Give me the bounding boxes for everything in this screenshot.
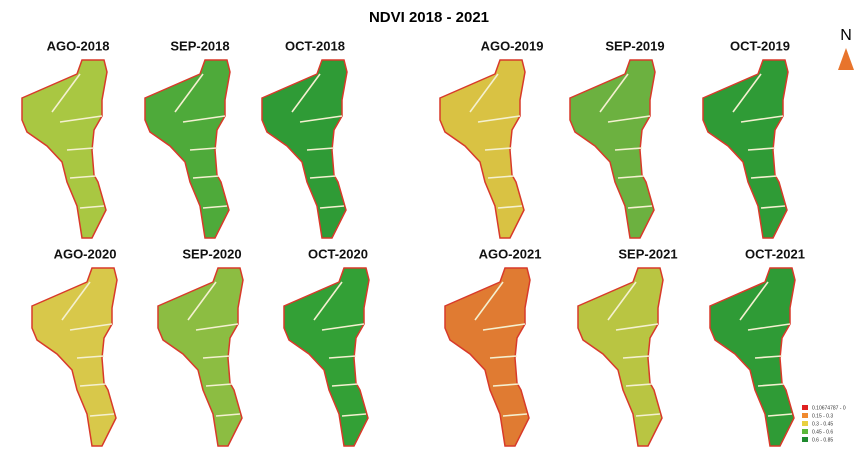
field-map: [570, 60, 655, 238]
field-map: [578, 268, 663, 446]
field-map: [262, 60, 347, 238]
panel-label: SEP-2021: [618, 246, 677, 261]
legend-swatch: [802, 405, 808, 410]
legend-label: 0.3 - 0.45: [812, 421, 833, 427]
title: NDVI 2018 - 2021: [369, 9, 489, 26]
field: [262, 60, 347, 238]
legend-swatch: [802, 437, 808, 442]
panel-label: SEP-2020: [182, 246, 241, 261]
north-arrow: [838, 48, 854, 70]
legend-label: 0.10674787 - 0: [812, 405, 846, 411]
figure: NDVI 2018 - 2021 N AGO-2018 SEP-2018 OCT-2…: [0, 0, 858, 453]
field: [145, 60, 230, 238]
field-map: [440, 60, 525, 238]
field: [284, 268, 369, 446]
field: [703, 60, 788, 238]
field-map: [22, 60, 107, 238]
panel-label: AGO-2020: [54, 246, 117, 261]
field-map: [445, 268, 530, 446]
legend-label: 0.45 - 0.6: [812, 429, 833, 435]
legend-swatch: [802, 429, 808, 434]
north-label: N: [840, 27, 852, 44]
field-map: [32, 268, 117, 446]
legend-label: 0.6 - 0.85: [812, 437, 833, 443]
panel-label: AGO-2019: [481, 38, 544, 53]
panel-label: SEP-2019: [605, 38, 664, 53]
field: [32, 268, 117, 446]
legend-swatch: [802, 413, 808, 418]
field-map: [158, 268, 243, 446]
field: [578, 268, 663, 446]
field: [570, 60, 655, 238]
field: [445, 268, 530, 446]
field: [158, 268, 243, 446]
panel-label: AGO-2018: [47, 38, 110, 53]
legend-label: 0.15 - 0.3: [812, 413, 833, 419]
panel-label: OCT-2019: [730, 38, 790, 53]
field: [440, 60, 525, 238]
field: [22, 60, 107, 238]
panel-label: AGO-2021: [479, 246, 542, 261]
field-map: [703, 60, 788, 238]
legend-swatch: [802, 421, 808, 426]
panel-label: OCT-2018: [285, 38, 345, 53]
field-map: [284, 268, 369, 446]
panel-label: SEP-2018: [170, 38, 229, 53]
field-map: [145, 60, 230, 238]
field-map: [710, 268, 795, 446]
panel-label: OCT-2020: [308, 246, 368, 261]
panel-label: OCT-2021: [745, 246, 805, 261]
field: [710, 268, 795, 446]
